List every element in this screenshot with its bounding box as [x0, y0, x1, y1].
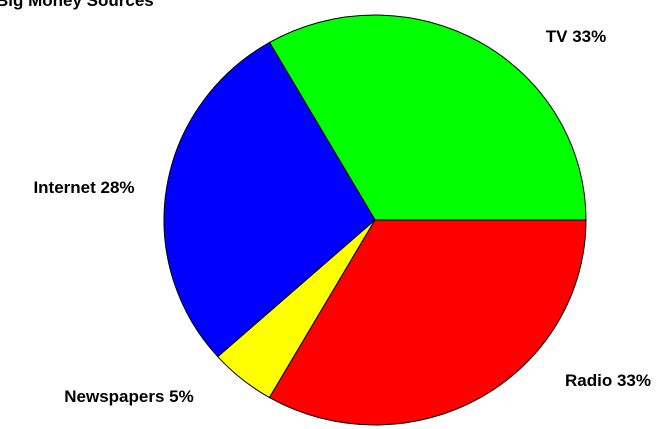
pie-slices: [163, 14, 587, 426]
slice-label-radio: Radio 33%: [565, 371, 651, 390]
slice-label-newspapers: Newspapers 5%: [64, 387, 193, 406]
slice-label-internet: Internet 28%: [33, 178, 134, 197]
pie-slice-tv: [268, 14, 587, 221]
chart-title: Big Money Sources: [0, 0, 154, 10]
pie-slice-radio: [268, 219, 587, 426]
pie-slice-internet: [163, 41, 376, 358]
slice-label-tv: TV 33%: [546, 27, 606, 46]
slice-labels: TV 33% Internet 28% Newspapers 5% Radio 33%: [33, 27, 651, 406]
